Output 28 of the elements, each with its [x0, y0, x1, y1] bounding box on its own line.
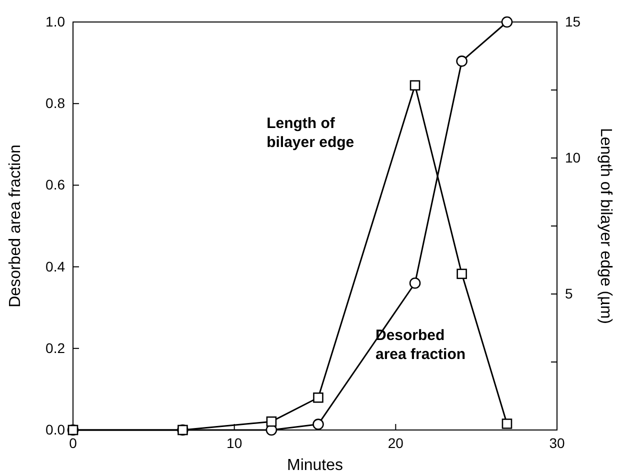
x-tick-label: 30 [549, 434, 565, 451]
x-tick-label: 0 [69, 434, 78, 451]
y-tick-label: 0.0 [46, 421, 66, 438]
point [266, 416, 277, 427]
y2-tick-label: 5 [565, 285, 573, 302]
point [68, 424, 78, 436]
point [502, 418, 512, 429]
x-tick-label: 20 [388, 434, 404, 451]
y2-tick-label: 15 [565, 13, 581, 30]
point [178, 424, 188, 436]
y-tick-label: 0.8 [46, 95, 66, 112]
y2-tick-label: 10 [565, 149, 581, 166]
text: Length of bilayer edge [266, 115, 354, 152]
y-tick-label: 1.0 [46, 13, 66, 30]
y-axis-title: Desorbed area fraction [7, 144, 24, 308]
x-axis-title: Minutes [286, 457, 344, 474]
x-tick-label: 10 [226, 434, 242, 451]
y-tick-label: 0.2 [46, 340, 66, 356]
y-tick-label: 0.4 [46, 258, 66, 274]
point [409, 277, 421, 289]
point [312, 418, 324, 430]
point [410, 80, 420, 91]
point [313, 392, 324, 403]
point [456, 268, 467, 280]
y-tick-label: 0.6 [46, 176, 66, 193]
point [501, 16, 513, 28]
point [456, 56, 468, 67]
y2-axis-title: Length of bilayer edge (µm) [597, 128, 614, 324]
